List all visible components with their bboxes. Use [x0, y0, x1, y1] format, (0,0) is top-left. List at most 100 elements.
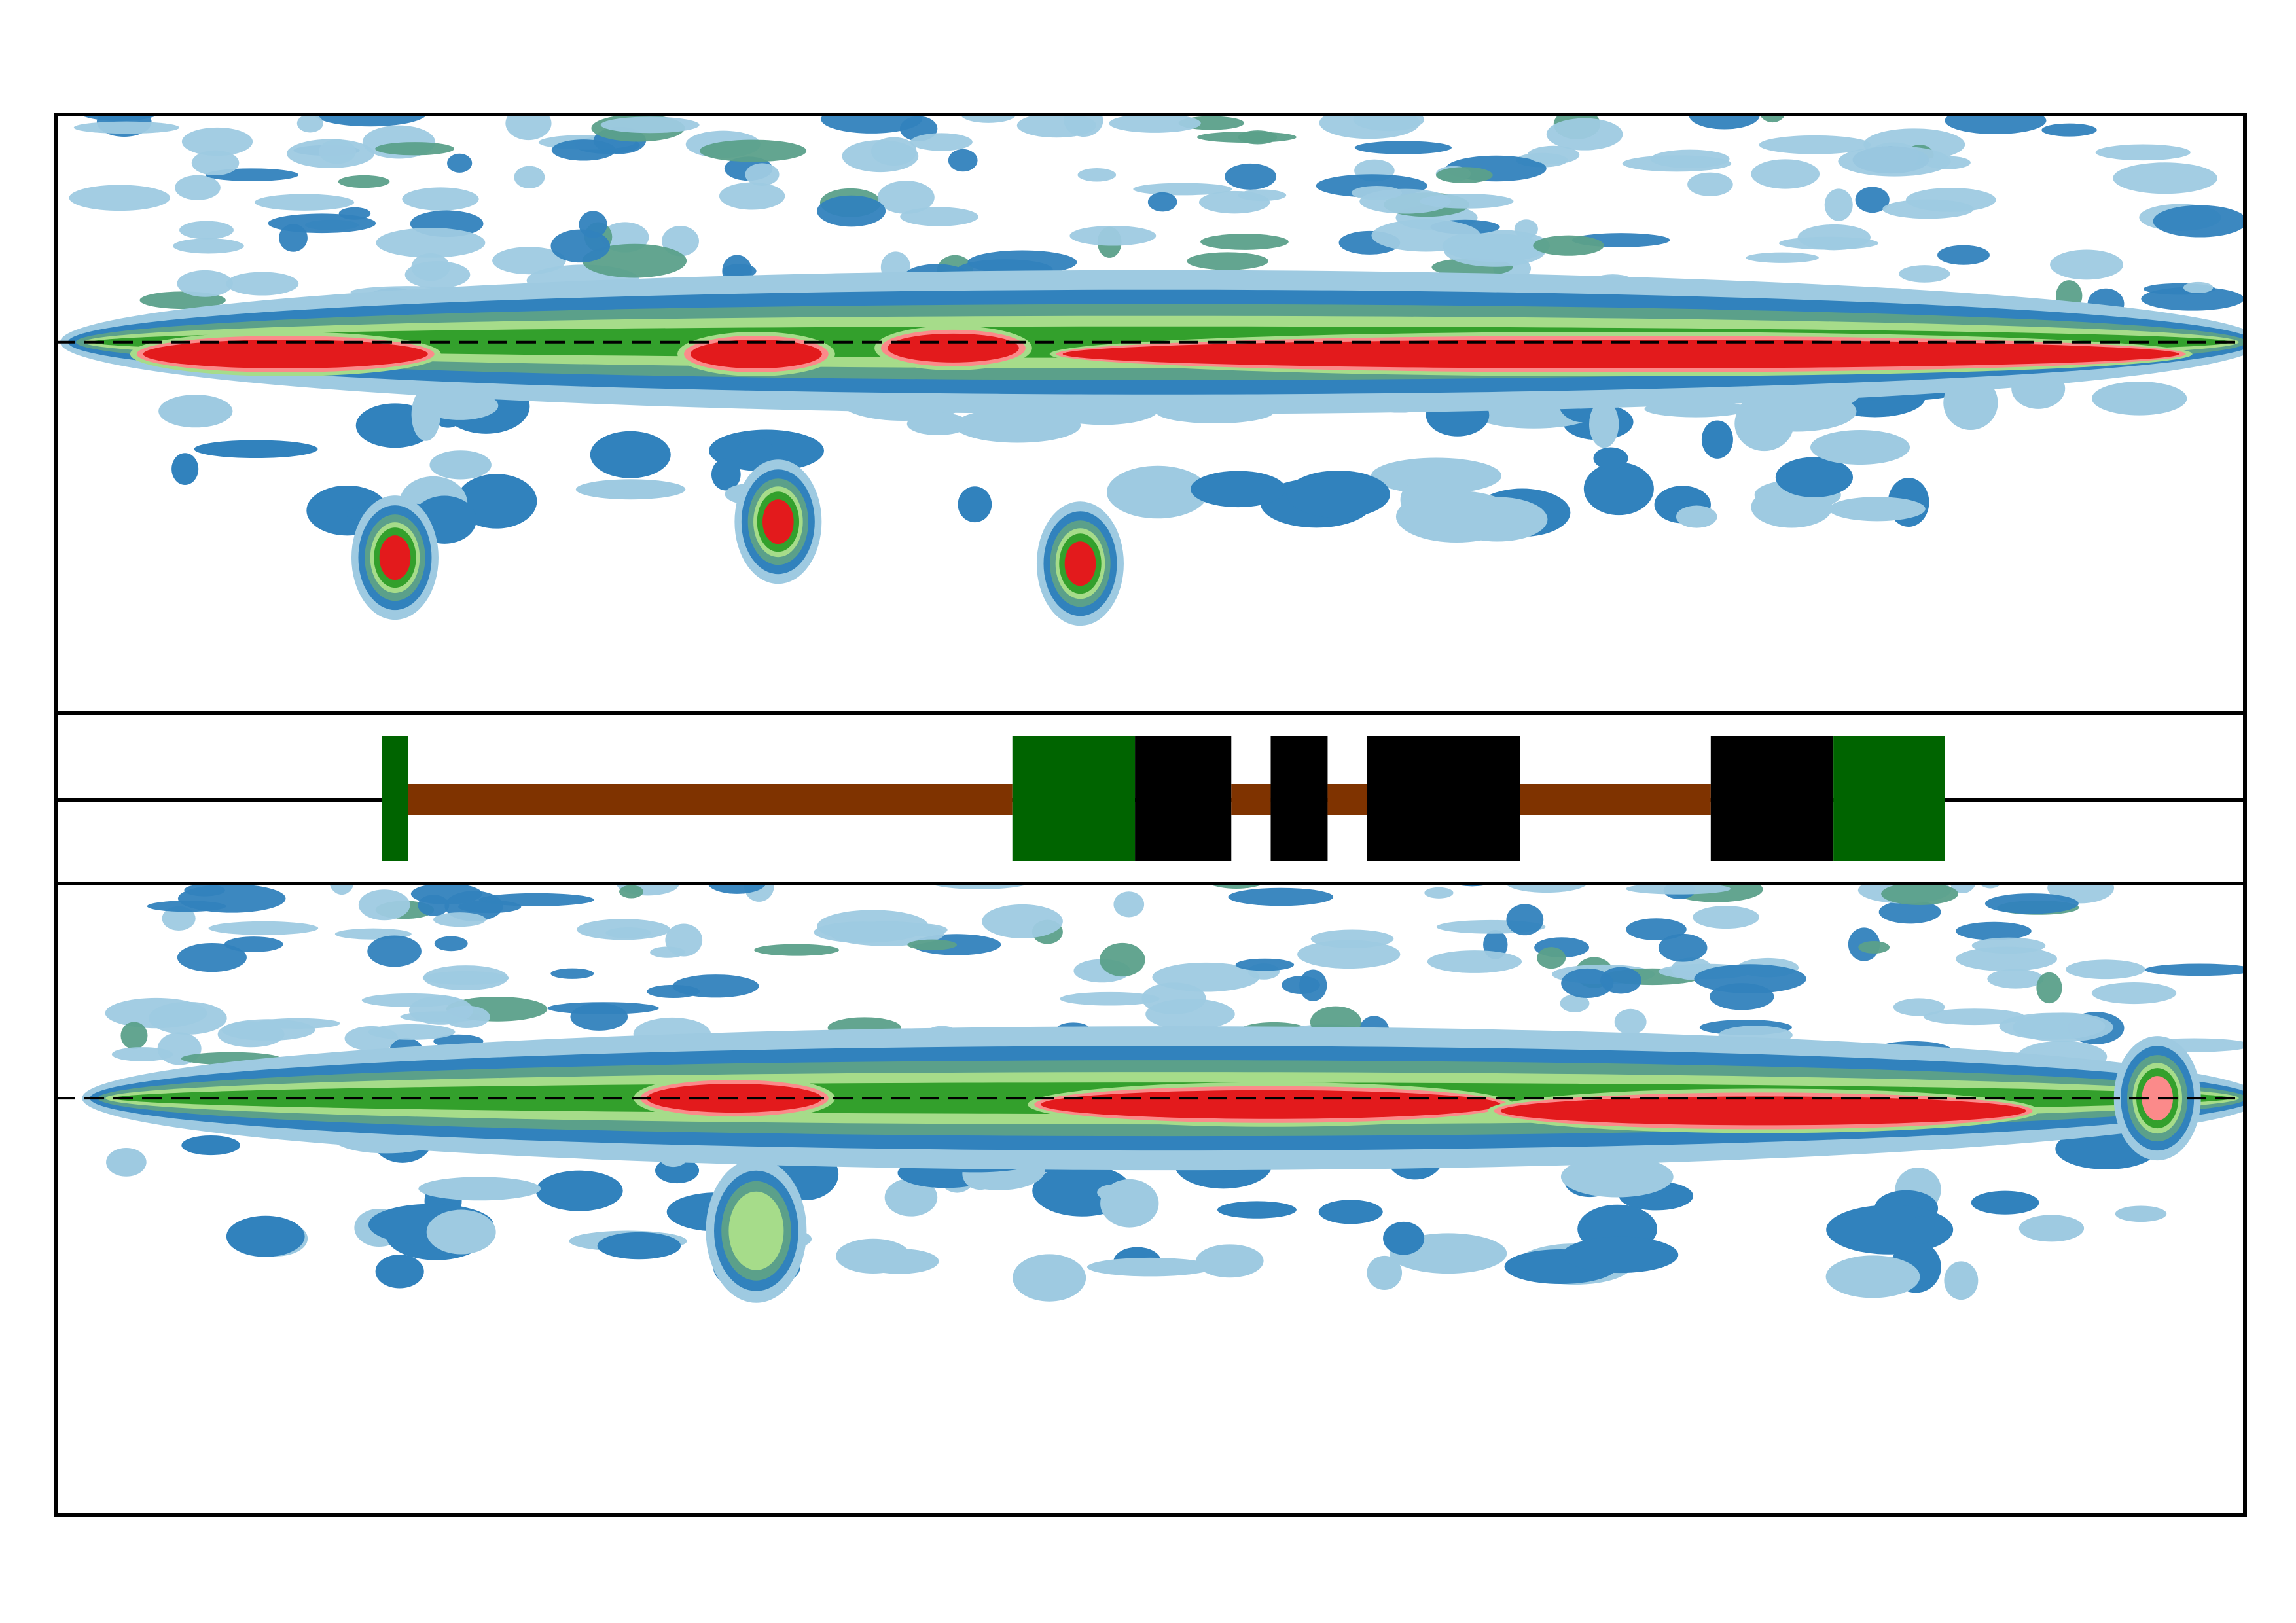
contour-blob-level-1 [906, 412, 969, 435]
contour-blob-level-1 [1980, 885, 2001, 889]
contour-blob-level-1 [175, 175, 221, 200]
contour-blob-level-1 [111, 1047, 173, 1061]
contour-blob-level-1 [1419, 194, 1514, 209]
contour-blob-level-2 [551, 139, 616, 161]
contour-blob-level-2 [1147, 192, 1177, 212]
contour-blob-level-1 [1676, 505, 1717, 528]
contour-blob-level-2 [1235, 958, 1295, 971]
contour-blob-level-1 [910, 133, 973, 151]
contour-blob-level-2 [1562, 1236, 1679, 1274]
contour-blob-level-1 [2091, 382, 2187, 416]
contour-blob-level-1 [1086, 1257, 1214, 1277]
gene-exon-utr [1012, 736, 1136, 861]
contour-blob-level-1 [1527, 145, 1580, 164]
contour-blob-level-1 [1899, 265, 1950, 283]
contour-blob-level-1 [836, 1238, 910, 1274]
contour-blob-level-2 [1286, 471, 1390, 518]
contour-blob-level-1 [514, 166, 545, 188]
contour-blob-level-1 [1797, 224, 1871, 251]
contour-blob-level-1 [173, 238, 244, 254]
contour-hotspot-branch [728, 1191, 784, 1270]
contour-blob-level-1 [1367, 1255, 1403, 1290]
contour-blob-level-3 [582, 243, 687, 278]
band-level-7 [691, 340, 822, 368]
contour-blob-level-2 [1984, 893, 2079, 914]
contour-blob-level-1 [708, 861, 757, 880]
contour-blob-level-1 [2128, 846, 2236, 867]
contour-blob-level-1 [1560, 994, 1590, 1012]
gene-intron [1231, 784, 1271, 815]
contour-blob-level-2 [722, 264, 757, 278]
contour-blob-level-1 [1152, 962, 1260, 992]
contour-blob-level-3 [619, 885, 643, 899]
contour-blob-level-2 [1354, 141, 1452, 154]
contour-blob-level-1 [1297, 940, 1401, 969]
contour-blob-level-1 [149, 1001, 227, 1035]
contour-blob-level-1 [1100, 1179, 1159, 1228]
contour-blob-level-2 [418, 895, 450, 916]
contour-blob-level-1 [433, 912, 486, 927]
contour-blob-level-1 [1824, 188, 1853, 221]
contour-blob-level-1 [2013, 1012, 2113, 1042]
contour-hotspot-hotspot-a [379, 535, 411, 580]
contour-blob-level-1 [1882, 199, 1974, 219]
contour-blob-level-2 [147, 901, 226, 912]
contour-blob-level-3 [1187, 252, 1268, 270]
contour-blob-level-1 [1113, 891, 1145, 918]
contour-blob-level-2 [1878, 900, 1941, 924]
contour-hotspot-hotspot-c [1064, 541, 1096, 586]
contour-blob-level-2 [2041, 123, 2097, 137]
contour-blob-level-1 [1516, 861, 1562, 879]
contour-blob-level-2 [181, 1135, 241, 1156]
contour-blob-level-1 [2091, 982, 2177, 1005]
contour-blob-level-1 [609, 856, 656, 883]
contour-blob-level-3 [1881, 885, 1958, 905]
contour-blob-level-2 [1701, 420, 1733, 459]
contour-blob-level-2 [314, 116, 426, 127]
contour-blob-level-1 [1427, 950, 1522, 973]
contour-blob-level-2 [1299, 969, 1327, 1001]
contour-blob-level-1 [1987, 969, 2044, 989]
contour-blob-level-1 [2113, 162, 2217, 194]
contour-blob-level-1 [191, 150, 240, 176]
contour-blob-level-2 [1191, 471, 1286, 508]
contour-blob-level-1 [177, 270, 233, 297]
contour-blob-level-1 [1371, 457, 1502, 494]
contour-blob-level-1 [1751, 159, 1820, 189]
contour-blob-level-2 [1689, 116, 1760, 130]
contour-blob-level-2 [184, 885, 225, 897]
contour-blob-level-2 [948, 149, 978, 172]
contour-blob-level-2 [447, 153, 473, 173]
contour-blob-level-1 [2095, 144, 2191, 161]
contour-blob-level-2 [817, 195, 886, 227]
contour-blob-level-1 [179, 221, 234, 240]
contour-blob-level-1 [492, 247, 566, 275]
contour-blob-level-2 [1583, 462, 1654, 516]
gene-intron [1327, 784, 1367, 815]
contour-blob-level-2 [967, 250, 1077, 274]
contour-blob-level-2 [1694, 964, 1806, 993]
contour-blob-level-1 [954, 408, 1081, 443]
gene-exon-cds [1135, 736, 1232, 861]
contour-blob-level-1 [1198, 190, 1270, 214]
contour-blob-level-1 [1693, 906, 1759, 929]
contour-blob-level-1 [368, 1024, 456, 1040]
band-level-7 [1500, 1096, 2026, 1126]
contour-blob-level-1 [933, 885, 1027, 889]
contour-blob-level-2 [958, 486, 992, 523]
contour-blob-level-2 [1593, 447, 1628, 469]
contour-blob-level-1 [162, 906, 196, 931]
contour-blob-level-2 [434, 936, 468, 952]
contour-blob-level-1 [376, 228, 486, 258]
contour-blob-level-1 [1106, 465, 1209, 519]
gene-exon-utr [1833, 736, 1945, 861]
contour-blob-level-1 [665, 923, 703, 957]
contour-blob-level-1 [877, 181, 935, 214]
contour-blob-level-2 [375, 1255, 424, 1289]
contour-blob-level-1 [1687, 172, 1733, 196]
band-level-7 [1062, 340, 2179, 368]
contour-blob-level-1 [1016, 116, 1097, 138]
contour-blob-level-1 [1013, 1254, 1086, 1302]
contour-blob-level-2 [1561, 968, 1614, 999]
